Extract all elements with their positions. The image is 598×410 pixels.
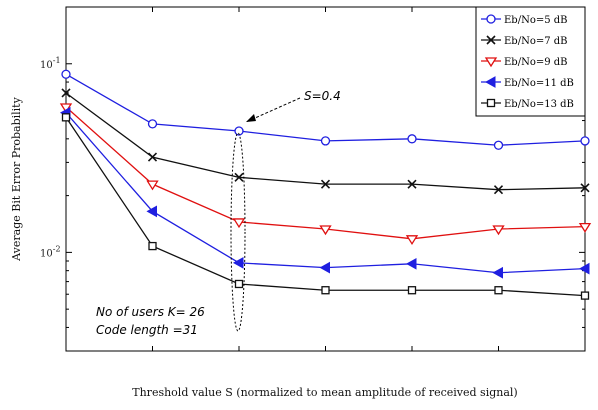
legend-label: Eb/No=13 dB [504,99,574,110]
legend-label: Eb/No=9 dB [504,57,568,68]
data-point [146,180,159,191]
data-point [148,241,157,251]
data-point [407,286,417,295]
y-tick-exponent: -1 [53,56,61,65]
data-point [492,225,505,236]
legend-label: Eb/No=5 dB [504,15,568,26]
data-point [232,257,244,269]
legend-label: Eb/No=7 dB [504,36,568,47]
s-annotation-arrowhead [246,114,256,122]
code-length-annotation: Code length =31 [96,323,198,337]
y-tick-base: 10 [40,248,53,259]
data-point [580,291,590,300]
legend-entry: Eb/No=9 dB [481,57,568,68]
legend-marker [486,14,496,24]
legend-marker [486,98,496,108]
data-point [147,119,158,129]
data-point [59,103,73,114]
data-point [61,113,71,122]
data-point [580,183,590,193]
legend-entry: Eb/No=5 dB [481,14,568,26]
series-5 [61,113,590,300]
data-point [578,262,590,275]
series-1 [61,69,590,150]
data-point [232,218,246,229]
y-tick-label: 10-2 [40,244,61,259]
series-2 [61,88,590,195]
legend: Eb/No=5 dB Eb/No=7 dB Eb/No=9 dB Eb/No=11 d… [475,6,586,117]
data-point [407,134,417,144]
data-point [492,266,503,279]
data-point [319,261,330,274]
data-point [234,279,244,289]
data-point [578,222,592,233]
legend-entry: Eb/No=7 dB [481,35,568,47]
data-point [580,136,590,146]
series-line [65,106,586,240]
y-axis-label: Average Bit Error Probability [10,96,23,261]
data-point [321,286,330,295]
data-point [494,286,503,295]
data-point [320,179,331,189]
y-tick-label: 10-1 [40,56,61,71]
data-point [234,172,244,182]
data-point [61,88,71,98]
data-point [405,235,419,246]
data-point [407,179,417,189]
data-point [493,185,504,195]
data-point [493,140,504,150]
series-3 [59,103,592,246]
legend-marker [486,35,496,45]
data-point [320,136,331,146]
legend-marker [484,57,498,68]
legend-entry: Eb/No=11 dB [481,76,574,89]
data-point [61,69,71,79]
s-annotation-label: S=0.4 [304,89,341,103]
y-tick-exponent: -2 [53,244,61,253]
data-point [319,225,332,236]
series-4 [59,106,590,279]
legend-label: Eb/No=11 dB [504,78,574,89]
data-point [146,205,157,218]
legend-marker [484,76,496,88]
s-threshold-ellipse [230,132,246,332]
data-point [405,257,417,270]
y-tick-base: 10 [40,60,53,71]
users-annotation: No of users K= 26 [96,305,205,319]
x-axis-label: Threshold value S (normalized to mean am… [132,386,517,399]
legend-entry: Eb/No=13 dB [481,98,574,110]
series-layer [59,69,592,300]
data-point [147,152,158,162]
